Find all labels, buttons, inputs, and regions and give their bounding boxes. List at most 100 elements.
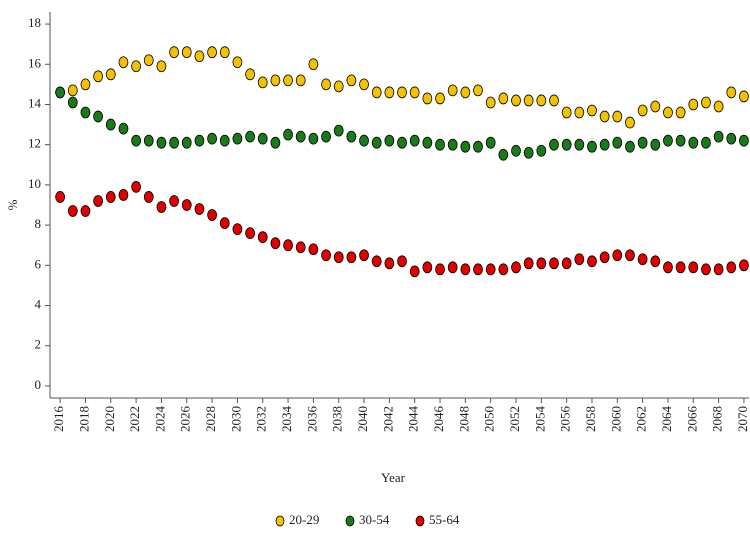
point	[156, 136, 167, 149]
point	[675, 106, 686, 119]
x-tick-label: 2050	[482, 406, 497, 432]
point	[713, 130, 724, 143]
x-tick-label: 2020	[102, 406, 117, 432]
point	[409, 86, 420, 99]
point	[359, 78, 369, 91]
x-tick-label: 2044	[406, 406, 421, 433]
point	[118, 189, 129, 201]
x-tick-label: 2028	[203, 406, 218, 432]
y-tick-label: 6	[35, 256, 42, 271]
point	[561, 106, 572, 119]
point	[80, 205, 91, 217]
point	[650, 100, 661, 113]
point	[181, 199, 192, 211]
point	[460, 263, 471, 276]
point	[295, 74, 306, 87]
x-tick-label: 2068	[710, 406, 725, 432]
x-tick-label: 2046	[431, 406, 446, 433]
point	[131, 134, 142, 147]
point	[194, 203, 205, 215]
point	[663, 134, 673, 147]
point	[599, 110, 610, 123]
x-tick-label: 2038	[330, 406, 345, 432]
point	[485, 96, 496, 109]
point	[549, 94, 559, 107]
point	[409, 265, 420, 278]
point	[257, 231, 268, 244]
point	[688, 136, 699, 149]
point	[574, 106, 585, 119]
point	[485, 136, 496, 149]
point	[511, 261, 521, 274]
point	[283, 239, 293, 252]
point	[371, 255, 382, 268]
point	[473, 263, 483, 276]
x-tick-label: 2036	[304, 406, 319, 433]
point	[80, 78, 91, 91]
point	[447, 84, 458, 97]
point	[435, 138, 445, 151]
point	[625, 249, 635, 262]
point	[384, 134, 395, 147]
point	[701, 96, 711, 109]
point	[219, 217, 230, 229]
point	[371, 86, 382, 99]
x-tick-label: 2022	[127, 406, 142, 432]
point	[321, 249, 331, 262]
point	[650, 255, 661, 268]
point	[701, 136, 711, 149]
point	[587, 255, 597, 268]
point	[587, 104, 597, 117]
y-tick-label: 10	[28, 176, 41, 191]
point	[637, 253, 648, 266]
point	[194, 50, 205, 63]
point	[359, 134, 369, 147]
point	[422, 261, 433, 274]
point	[713, 100, 724, 113]
y-tick-label: 14	[28, 95, 42, 110]
point	[55, 86, 66, 99]
x-tick-label: 2064	[659, 406, 674, 433]
point	[346, 74, 357, 87]
point	[308, 243, 319, 256]
y-tick-label: 2	[35, 337, 42, 352]
point	[232, 132, 243, 145]
point	[675, 134, 686, 147]
point	[498, 92, 509, 105]
point	[232, 223, 243, 236]
point	[688, 98, 699, 111]
point	[346, 251, 357, 264]
point	[637, 136, 648, 149]
point	[637, 104, 648, 117]
point	[663, 106, 673, 119]
point	[549, 257, 559, 270]
point	[612, 249, 623, 262]
point	[67, 84, 78, 97]
x-tick-label: 2048	[456, 406, 471, 432]
point	[321, 130, 331, 143]
point	[549, 138, 559, 151]
point	[384, 86, 395, 99]
point	[498, 148, 509, 161]
point	[295, 130, 306, 143]
point	[473, 140, 483, 153]
point	[308, 132, 319, 145]
point	[726, 132, 737, 145]
point	[131, 181, 142, 193]
point	[498, 263, 509, 276]
y-axis-label: %	[5, 199, 20, 210]
point	[143, 191, 154, 203]
point	[422, 136, 433, 149]
point	[397, 255, 407, 268]
point	[511, 144, 521, 157]
point	[511, 94, 521, 107]
point	[523, 257, 534, 270]
point	[599, 251, 610, 264]
point	[169, 136, 179, 149]
point	[80, 106, 91, 119]
point	[194, 134, 205, 147]
point	[156, 60, 167, 73]
x-tick-label: 2018	[76, 406, 91, 432]
point	[675, 261, 686, 274]
point	[321, 78, 331, 91]
